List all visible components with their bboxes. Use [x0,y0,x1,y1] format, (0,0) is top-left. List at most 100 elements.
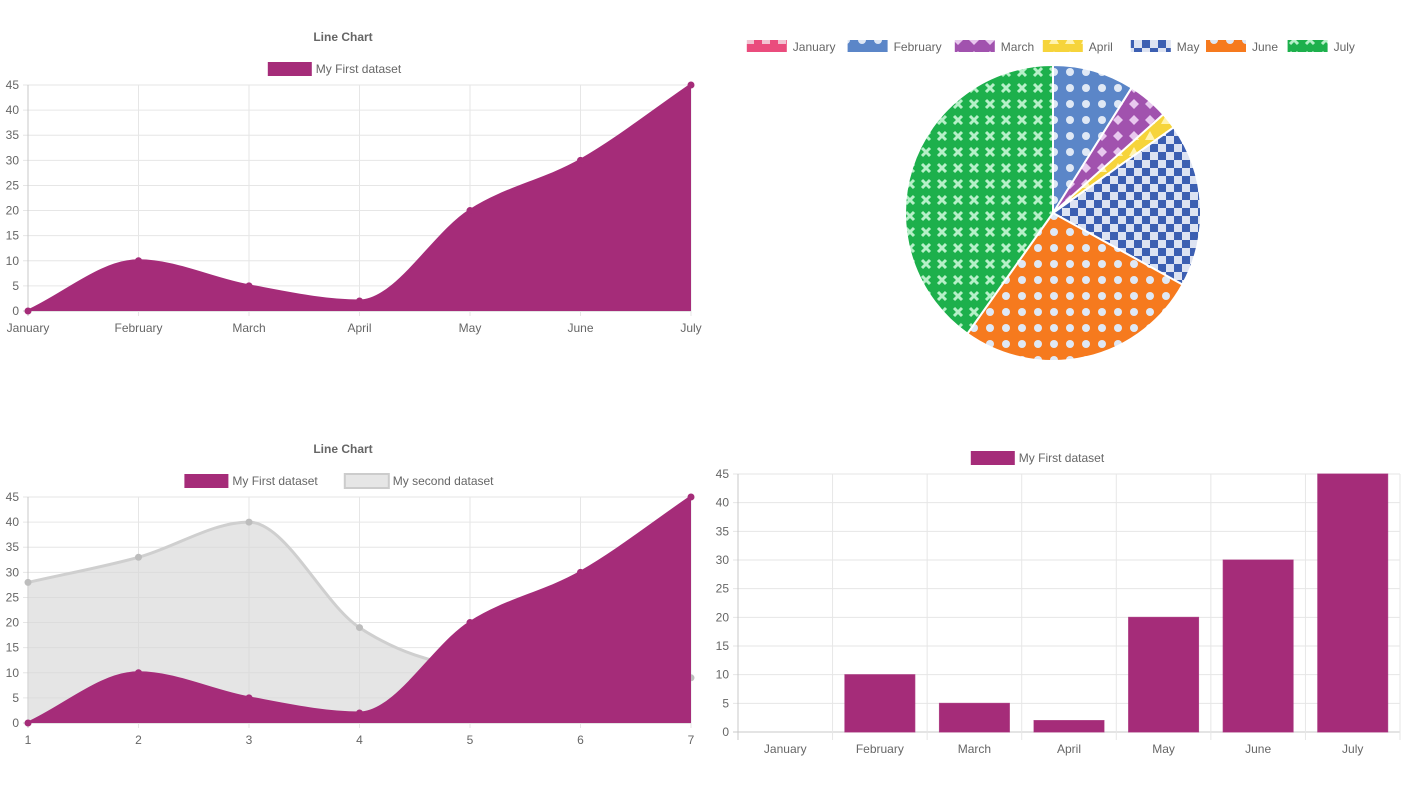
legend-swatch [1042,40,1083,52]
bar [1317,473,1389,733]
series-area [28,497,691,723]
y-tick-label: 40 [6,103,20,117]
y-tick-label: 15 [6,641,20,655]
x-tick-label: February [856,742,904,756]
x-tick-label: 5 [467,733,474,747]
y-tick-label: 40 [716,496,730,510]
legend-swatch [746,40,787,52]
pie-chart-panel: January February March April May June July [710,0,1406,380]
data-point [577,568,584,576]
data-point [466,619,474,627]
legend-label: June [1252,40,1278,54]
bar [1222,559,1294,733]
legend-label: My First dataset [316,62,402,76]
data-point [356,297,363,305]
legend-label: April [1089,40,1113,54]
legend-swatch [267,62,312,76]
line-chart-panel-2: Line Chart 0 5 10 15 20 25 30 35 40 45 1 2 3 4 5 6 7 My F… [0,412,710,791]
y-tick-label: 0 [12,716,19,730]
legend-label: May [1177,40,1200,54]
y-tick-label: 35 [6,128,20,142]
y-tick-label: 10 [716,668,730,682]
series-area [28,85,691,311]
y-tick-label: 25 [6,178,20,192]
data-point [24,307,32,315]
x-tick-label: April [347,321,371,335]
data-point [24,719,32,727]
y-tick-label: 5 [12,279,19,293]
x-tick-label: 7 [688,733,695,747]
y-tick-label: 15 [716,639,730,653]
y-tick-label: 25 [716,582,730,596]
legend: January February March April May June July [746,40,1355,54]
y-tick-label: 15 [6,229,20,243]
data-point [687,81,695,89]
legend-swatch [1206,40,1246,52]
legend-swatch [184,474,229,488]
y-tick-label: 45 [6,490,20,504]
y-tick-label: 20 [6,616,20,630]
pie-slice [965,211,1184,362]
data-point [577,156,584,164]
data-point [245,518,253,526]
x-tick-label: March [232,321,265,335]
legend-label: July [1334,40,1355,54]
bar [1128,616,1200,733]
data-point [135,553,142,561]
x-tick-label: January [764,742,807,756]
x-tick-label: 2 [135,733,142,747]
x-tick-label: 1 [25,733,32,747]
x-tick-label: March [958,742,991,756]
bar [1033,720,1105,733]
pie-slice [1052,63,1134,217]
legend-label: March [1001,40,1034,54]
pie-slice [1051,125,1202,286]
legend-item: April [1042,40,1113,54]
data-point [245,282,253,290]
legend: My First dataset [970,451,1105,465]
legend-swatch [1287,40,1328,52]
legend: My First dataset [267,62,402,76]
x-tick-label: June [567,321,593,335]
pie-chart: January February March April May June July [746,40,1355,362]
legend-item: February [847,40,942,54]
x-tick-label: May [459,321,482,335]
y-tick-label: 25 [6,590,20,604]
y-tick-label: 40 [6,515,20,529]
y-tick-label: 35 [6,540,20,554]
data-point [245,694,253,702]
y-tick-label: 30 [6,153,20,167]
legend-label: My First dataset [232,474,318,488]
legend-item: My First dataset [970,451,1105,465]
x-tick-label: June [1245,742,1271,756]
legend-label: My First dataset [1019,451,1105,465]
legend-item: July [1287,40,1355,54]
legend-swatch [1130,40,1171,52]
y-tick-label: 5 [12,691,19,705]
data-point [24,578,32,586]
legend-swatch [970,451,1015,465]
y-tick-label: 20 [716,610,730,624]
data-point [356,624,363,632]
x-tick-label: July [680,321,701,335]
chart-title: Line Chart [313,30,372,44]
legend-label: January [793,40,836,54]
bar-chart-panel: 0 5 10 15 20 25 30 35 40 45 January February March Ap… [710,412,1406,791]
data-point [466,207,474,215]
y-tick-label: 5 [722,696,729,710]
pie-slice [904,63,1054,336]
legend-swatch [954,40,995,52]
y-tick-label: 0 [722,725,729,739]
data-point [687,493,695,501]
y-tick-label: 10 [6,666,20,680]
x-tick-label: February [114,321,162,335]
y-tick-label: 35 [716,524,730,538]
x-tick-label: April [1057,742,1081,756]
legend-item: My First dataset [184,474,318,488]
y-tick-label: 30 [716,553,730,567]
y-tick-label: 30 [6,565,20,579]
data-point [135,669,142,677]
bar-chart: 0 5 10 15 20 25 30 35 40 45 January February March Ap… [716,451,1401,756]
y-tick-label: 10 [6,254,20,268]
